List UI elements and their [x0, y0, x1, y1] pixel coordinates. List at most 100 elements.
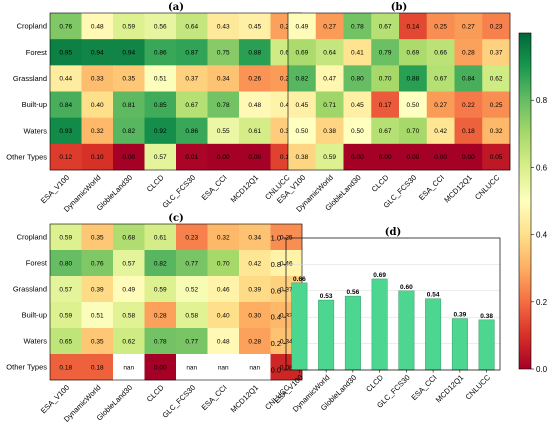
cell-value-label: 0.40: [217, 312, 230, 319]
cell-value-label: 0.84: [59, 102, 72, 109]
cell-value-label: 0.10: [91, 154, 104, 161]
cell-value-label: 0.82: [154, 260, 167, 267]
heatmap-cell: [113, 39, 145, 66]
heatmap-cell: [176, 117, 208, 145]
panel-title: (d): [385, 227, 401, 238]
heatmap-cell: [426, 13, 455, 40]
cell-value-label: 0.37: [280, 286, 293, 293]
heatmap-cell: [315, 117, 344, 145]
cell-value-label: 0.28: [154, 312, 167, 319]
cell-value-label: 0.57: [122, 260, 135, 267]
cell-value-label: 0.37: [185, 76, 198, 83]
row-label: Grassland: [13, 285, 47, 294]
heatmap-cell: [176, 13, 208, 40]
heatmap-cell: [343, 91, 372, 118]
row-label: Built-up: [22, 311, 47, 320]
cell-value-label: 0.25: [490, 102, 503, 109]
heatmap-cell: [50, 302, 82, 329]
heatmap-cell: [371, 117, 400, 145]
column-label: ESA_V100: [39, 173, 71, 205]
heatmap-cell: [113, 117, 145, 145]
cell-value-label: 0.70: [407, 128, 420, 135]
cell-value-label: 0.77: [185, 338, 198, 345]
heatmap-cell: [81, 13, 114, 40]
heatmap-cell: [207, 117, 240, 145]
cell-value-label: 0.95: [59, 50, 72, 57]
heatmap-cell: [176, 39, 208, 66]
heatmap-cell: [239, 65, 271, 92]
heatmap-cell: [81, 143, 114, 171]
cell-value-label: 0.18: [59, 364, 72, 371]
colorbar-tick-label: 0.4: [536, 231, 548, 240]
cell-value-label: 0.27: [462, 23, 475, 30]
cell-value-label: 0.30: [248, 312, 261, 319]
heatmap-cell: [113, 276, 145, 303]
cell-value-label: 0.27: [323, 23, 336, 30]
heatmap-cell: [454, 65, 483, 92]
heatmap-cell: [207, 39, 240, 66]
heatmap-cell: [81, 302, 114, 329]
heatmap-cell: [371, 65, 400, 92]
heatmap-cell: [270, 224, 303, 251]
cell-value-label: 0.46: [217, 286, 230, 293]
heatmap-cell: [81, 39, 114, 66]
cell-value-label: 0.32: [490, 128, 503, 135]
heatmap-cell: [315, 13, 344, 40]
cell-value-label: 0.39: [91, 286, 104, 293]
heatmap-cell: [50, 143, 82, 171]
cell-value-label: 0.62: [122, 338, 135, 345]
panel-title: (b): [391, 2, 407, 13]
cell-value-label: 0.33: [91, 76, 104, 83]
row-label: Waters: [24, 337, 48, 346]
colorbar: 0.0 0.2 0.4 0.6 0.8: [518, 32, 548, 374]
cell-value-label: 0.32: [280, 312, 293, 319]
heatmap-cell: [113, 224, 145, 251]
cell-value-label: 0.47: [323, 76, 336, 83]
heatmap-cell: [399, 65, 428, 92]
cell-value-label: 0.32: [217, 234, 230, 241]
heatmap-cell: [144, 224, 177, 251]
bar: [318, 299, 335, 371]
cell-value-label: 0.44: [59, 76, 72, 83]
heatmap-cell: [207, 13, 240, 40]
cell-value-label: 0.40: [91, 102, 104, 109]
cell-value-label: 0.35: [122, 76, 135, 83]
heatmap-cell: [270, 250, 303, 277]
y-tick-label: 0.4: [271, 313, 281, 322]
cell-value-label: 0.48: [217, 338, 230, 345]
cell-value-label: 0.28: [248, 338, 261, 345]
heatmap-cell: [81, 91, 114, 118]
heatmap-cell: [50, 354, 82, 381]
cell-value-label: 0.18: [91, 364, 104, 371]
cell-value-label: 0.69: [407, 50, 420, 57]
cell-value-label: 0.27: [280, 76, 293, 83]
column-label: MCD12Q1: [229, 173, 260, 204]
heatmap-cell: [81, 276, 114, 303]
bar-value-label: 0.66: [293, 276, 306, 283]
heatmap-frame: [287, 12, 511, 171]
cell-value-label: 0.46: [280, 102, 293, 109]
cell-value-label: 0.93: [59, 128, 72, 135]
heatmap-cell: [144, 250, 177, 277]
heatmap-cell: [176, 250, 208, 277]
heatmap-cell: [315, 143, 344, 171]
cell-value-label: 0.70: [217, 260, 230, 267]
bar: [478, 319, 495, 371]
bar-value-label: 0.54: [427, 292, 440, 299]
cell-value-label: 0.00: [248, 154, 261, 161]
cell-value-label: 0.94: [122, 50, 135, 57]
bar: [344, 295, 361, 371]
cell-value-label: 0.38: [323, 128, 336, 135]
cell-value-label: 0.86: [154, 50, 167, 57]
heatmap-cell: [176, 302, 208, 329]
column-label: MCD12Q1: [442, 173, 473, 204]
cell-value-label: 0.86: [185, 128, 198, 135]
heatmap-cell: [399, 91, 428, 118]
bar: [291, 282, 308, 371]
cell-value-label: 0.58: [185, 312, 198, 319]
bar: [425, 298, 442, 371]
cell-value-label: 0.00: [217, 154, 230, 161]
bar-value-label: 0.38: [480, 313, 493, 320]
heatmap-cell: [371, 13, 400, 40]
